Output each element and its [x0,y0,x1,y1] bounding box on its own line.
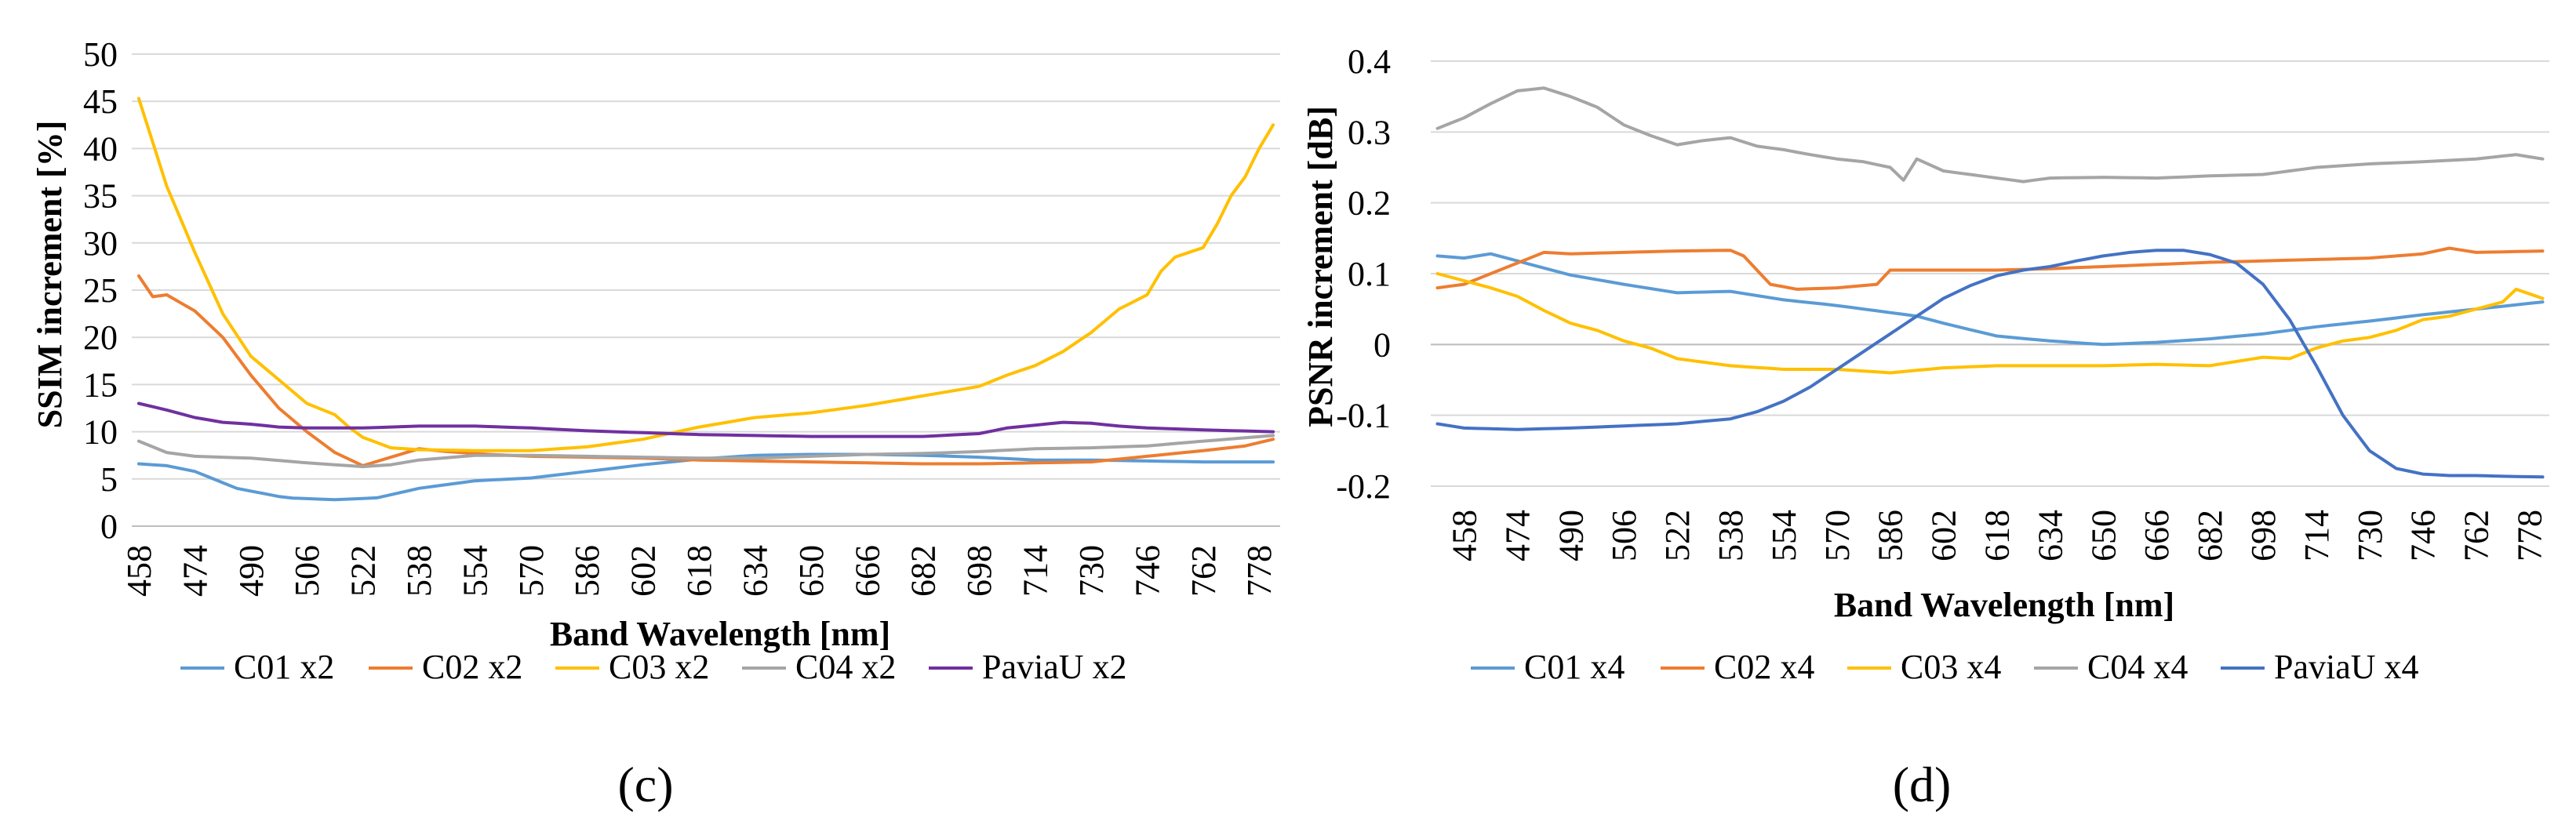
chart-panel-d: -0.2 -0.1 0 0.1 0.2 0.3 0.4 458 474 490 506 522 538… [1301,42,2549,812]
y-tick-label: 20 [83,318,118,357]
chart-d-y-ticks: -0.2 -0.1 0 0.1 0.2 0.3 0.4 [1336,42,1391,506]
x-tick-label: 634 [736,545,774,597]
chart-d-series [1435,86,2545,479]
series-line-c03-x4 [1435,272,2545,375]
x-tick-label: 618 [1977,510,2016,561]
chart-c-y-axis-label: SSIM increment [%] [31,121,69,429]
chart-panel-c: 0 5 10 15 20 25 30 35 40 45 50 458 474 490 506 522 538 5… [31,35,1280,812]
x-tick-label: 698 [2244,510,2283,561]
legend-label: PaviaU x2 [982,648,1127,686]
x-tick-label: 506 [1605,510,1643,561]
x-tick-label: 666 [2138,510,2176,561]
series-line-c02-x2 [136,274,1275,467]
x-tick-label: 474 [1498,510,1537,561]
chart-d-x-ticks: 458 474 490 506 522 538 554 570 586 602 618 634 650 6… [1445,510,2549,561]
y-tick-label: 10 [83,413,118,452]
x-tick-label: 490 [1552,510,1590,561]
x-tick-label: 714 [1017,545,1055,597]
x-tick-label: 522 [1658,510,1697,561]
chart-d-legend: C01 x4 C02 x4 C03 x4 C04 x4 PaviaU x4 [1471,648,2419,686]
x-tick-label: 490 [232,545,271,597]
legend-label: C04 x2 [795,648,896,686]
y-tick-label: 45 [83,82,118,121]
x-tick-label: 730 [2351,510,2389,561]
x-tick-label: 762 [2458,510,2496,561]
x-tick-label: 666 [848,545,886,597]
x-tick-label: 554 [456,545,494,597]
series-line-c04-x4 [1435,86,2545,183]
y-tick-label: 35 [83,177,118,216]
legend-label: C03 x4 [1901,648,2001,686]
x-tick-label: 714 [2298,510,2336,561]
chart-d-gridlines [1431,60,2549,487]
legend-label: C03 x2 [609,648,709,686]
x-tick-label: 538 [400,545,438,597]
legend-label: C04 x4 [2087,648,2188,686]
chart-c-panel-label: (c) [617,757,673,812]
chart-c-y-ticks: 0 5 10 15 20 25 30 35 40 45 50 [83,35,118,546]
x-tick-label: 650 [2084,510,2123,561]
x-tick-label: 762 [1184,545,1223,597]
y-tick-label: -0.1 [1336,397,1391,435]
chart-c-legend: C01 x2 C02 x2 C03 x2 C04 x2 PaviaU x2 [180,648,1127,686]
legend-label: C02 x4 [1714,648,1814,686]
y-tick-label: 0.4 [1348,42,1391,81]
y-tick-label: 5 [100,460,118,499]
y-tick-label: 15 [83,365,118,404]
x-tick-label: 746 [1128,545,1166,597]
x-tick-label: 650 [792,545,831,597]
x-tick-label: 522 [344,545,383,597]
series-line-paviau-x2 [136,401,1275,438]
legend-label: PaviaU x4 [2274,648,2419,686]
x-tick-label: 506 [288,545,326,597]
x-tick-label: 746 [2404,510,2443,561]
x-tick-label: 778 [2511,510,2549,561]
x-tick-label: 538 [1712,510,1750,561]
x-tick-label: 682 [904,545,943,597]
legend-label: C01 x4 [1524,648,1625,686]
y-tick-label: 0 [100,507,118,546]
series-line-c01-x4 [1435,252,2545,347]
y-tick-label: 0 [1374,325,1391,364]
x-tick-label: 570 [512,545,551,597]
x-tick-label: 602 [624,545,663,597]
series-line-c04-x2 [136,434,1275,469]
x-tick-label: 458 [1445,510,1483,561]
y-tick-label: 0.3 [1348,113,1391,151]
series-line-c02-x4 [1435,246,2545,291]
x-tick-label: 586 [1872,510,1910,561]
chart-d-y-axis-label: PSNR increment [dB] [1301,106,1340,427]
series-line-paviau-x4 [1435,249,2545,479]
y-tick-label: 0.1 [1348,255,1391,293]
x-tick-label: 618 [680,545,719,597]
y-tick-label: 40 [83,129,118,168]
x-tick-label: 602 [1925,510,1963,561]
y-tick-label: 0.2 [1348,184,1391,223]
x-tick-label: 730 [1072,545,1111,597]
x-tick-label: 474 [176,545,214,597]
x-tick-label: 554 [1765,510,1803,561]
chart-c-x-ticks: 458 474 490 506 522 538 554 570 586 602 618 634 650 6… [120,545,1279,597]
x-tick-label: 634 [2031,510,2069,561]
x-tick-label: 458 [120,545,158,597]
x-tick-label: 698 [960,545,999,597]
y-tick-label: -0.2 [1336,467,1391,506]
chart-c-gridlines [132,53,1280,527]
x-tick-label: 586 [568,545,606,597]
series-line-c03-x2 [136,96,1275,452]
y-tick-label: 50 [83,35,118,74]
chart-d-panel-label: (d) [1893,757,1952,812]
legend-label: C02 x2 [422,648,522,686]
x-tick-label: 570 [1818,510,1857,561]
chart-c-series [136,96,1275,502]
x-tick-label: 778 [1240,545,1279,597]
chart-d-x-axis-label: Band Wavelength [nm] [1834,586,2174,624]
y-tick-label: 30 [83,224,118,263]
x-tick-label: 682 [2191,510,2229,561]
y-tick-label: 25 [83,271,118,310]
legend-label: C01 x2 [234,648,334,686]
chart-c-x-axis-label: Band Wavelength [nm] [550,615,890,653]
